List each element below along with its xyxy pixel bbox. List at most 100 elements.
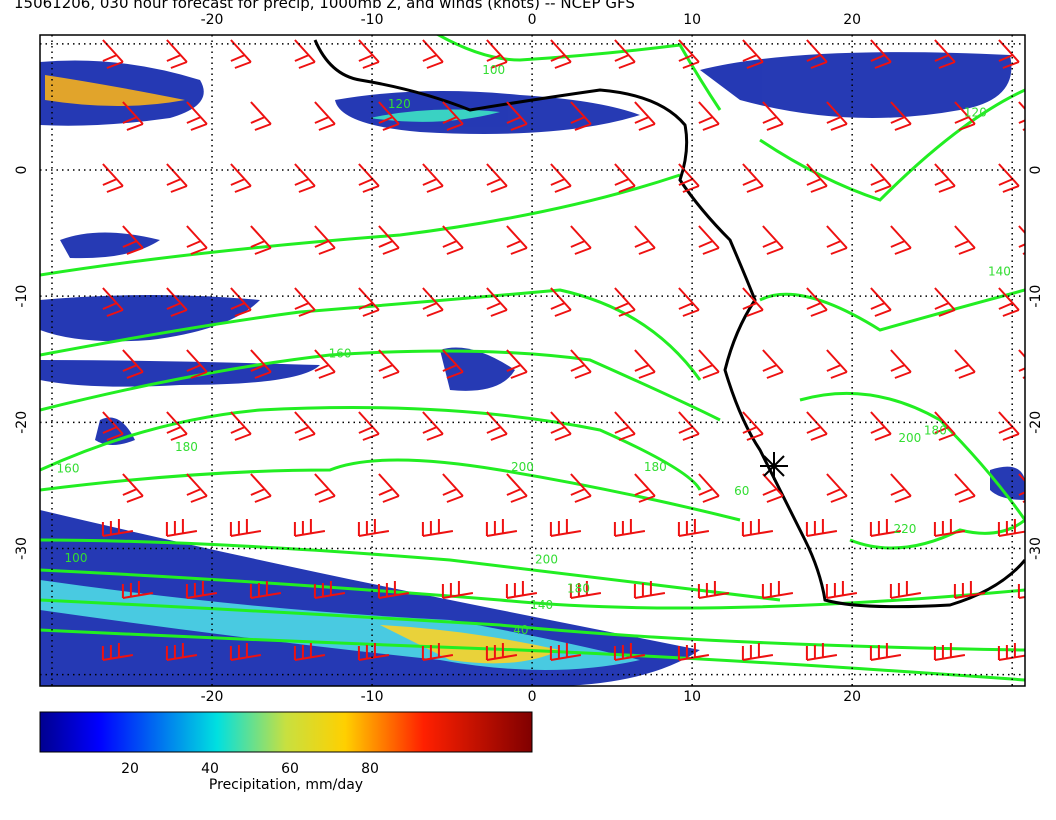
wind-barb [1018, 473, 1025, 503]
contour-label: 200 [511, 460, 534, 474]
y-tick-label: -20 [14, 411, 30, 434]
wind-barb [934, 287, 956, 317]
y-tick-label-right: -10 [1028, 285, 1044, 308]
wind-barbs [101, 39, 1025, 661]
wind-barb [101, 643, 134, 661]
wind-barb [890, 349, 912, 379]
wind-barb [762, 473, 784, 503]
contour-label: 200 [535, 552, 558, 566]
wind-barb [890, 101, 912, 131]
wind-barb [442, 349, 464, 379]
wind-barb [442, 473, 464, 503]
wind-barb [506, 225, 528, 255]
wind-barb [805, 643, 838, 661]
wind-barb [250, 349, 272, 379]
wind-barb [826, 225, 848, 255]
wind-barb [421, 643, 454, 661]
wind-barb [806, 287, 828, 317]
wind-barb [250, 101, 272, 131]
wind-barb [569, 581, 602, 599]
wind-barb [634, 349, 656, 379]
wind-barb [869, 519, 902, 537]
wind-barb [230, 163, 252, 193]
wind-barb [614, 411, 636, 441]
wind-barb [934, 163, 956, 193]
wind-barb [762, 349, 784, 379]
wind-barb [230, 39, 252, 69]
wind-barb [230, 411, 252, 441]
wind-barb [742, 411, 764, 441]
wind-barb [742, 163, 764, 193]
colorbar-label: Precipitation, mm/day [209, 777, 363, 793]
wind-barb [186, 225, 208, 255]
wind-barb [549, 643, 582, 661]
wind-barb [442, 101, 464, 131]
wind-barb [122, 101, 144, 131]
wind-barb [358, 163, 380, 193]
x-tick-label: -20 [201, 689, 224, 705]
wind-barb [1018, 225, 1025, 255]
wind-barb [293, 643, 326, 661]
wind-barb [634, 225, 656, 255]
wind-barb [378, 473, 400, 503]
wind-barb [550, 287, 572, 317]
contour-label: 180 [567, 581, 590, 595]
x-tick-label-top: 0 [528, 12, 537, 28]
x-tick-label: 10 [683, 689, 701, 705]
wind-barb [634, 101, 656, 131]
wind-barb [633, 581, 666, 599]
wind-barb [358, 39, 380, 69]
wind-barb [102, 287, 124, 317]
wind-barb [249, 581, 282, 599]
y-tick-label-right: -30 [1028, 537, 1044, 560]
wind-barb [934, 39, 956, 69]
wind-barb [357, 643, 390, 661]
wind-barb [550, 163, 572, 193]
wind-barb [505, 581, 538, 599]
wind-barb [698, 225, 720, 255]
wind-barb [698, 349, 720, 379]
station-stroke [763, 455, 785, 477]
wind-barb [294, 39, 316, 69]
wind-barb [186, 101, 208, 131]
wind-barb [485, 643, 518, 661]
wind-barb [122, 225, 144, 255]
wind-barb [1018, 101, 1025, 131]
wind-barb [506, 101, 528, 131]
wind-barb [934, 411, 956, 441]
wind-barb [890, 225, 912, 255]
wind-barb [121, 581, 154, 599]
wind-barb [678, 39, 700, 69]
wind-barb [166, 39, 188, 69]
y-tick-label-right: 0 [1028, 166, 1044, 175]
wind-barb [954, 349, 976, 379]
wind-barb [358, 411, 380, 441]
colorbar-tick-label: 60 [281, 761, 299, 777]
wind-barb [998, 163, 1020, 193]
wind-barb [570, 473, 592, 503]
wind-barb [954, 225, 976, 255]
wind-barb [761, 581, 794, 599]
wind-barb [102, 163, 124, 193]
wind-barb [378, 101, 400, 131]
wind-barb [697, 581, 730, 599]
wind-barb [442, 225, 464, 255]
wind-barb [678, 411, 700, 441]
wind-barb [826, 349, 848, 379]
wind-barb [294, 163, 316, 193]
contour-label: 160 [57, 462, 80, 476]
wind-barb [741, 643, 774, 661]
wind-barb [314, 473, 336, 503]
wind-barb [998, 39, 1020, 69]
wind-barb [422, 411, 444, 441]
wind-barb [422, 163, 444, 193]
plot-area [40, 35, 1025, 686]
wind-barb [165, 643, 198, 661]
wind-barb [314, 349, 336, 379]
wind-barb [933, 643, 966, 661]
wind-barb [230, 287, 252, 317]
wind-barb [166, 411, 188, 441]
wind-barb [997, 643, 1025, 661]
